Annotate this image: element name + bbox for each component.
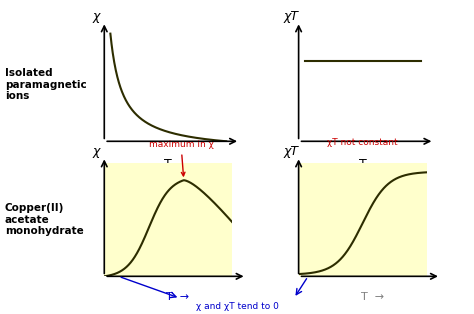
Text: χT: χT	[283, 10, 299, 23]
Text: T  →: T →	[361, 292, 383, 302]
Text: χT: χT	[283, 145, 299, 158]
Text: χ: χ	[93, 10, 100, 23]
Text: χ and χT tend to 0: χ and χT tend to 0	[196, 302, 278, 311]
Text: T: T	[359, 158, 366, 171]
Text: Copper(II)
acetate
monohydrate: Copper(II) acetate monohydrate	[5, 203, 83, 236]
Text: maximum in χ: maximum in χ	[149, 140, 213, 176]
Text: T  →: T →	[166, 292, 189, 302]
Text: T: T	[164, 158, 172, 171]
Text: Isolated
paramagnetic
ions: Isolated paramagnetic ions	[5, 68, 86, 101]
Text: χ: χ	[93, 145, 100, 158]
Text: χT not constant: χT not constant	[328, 138, 398, 148]
